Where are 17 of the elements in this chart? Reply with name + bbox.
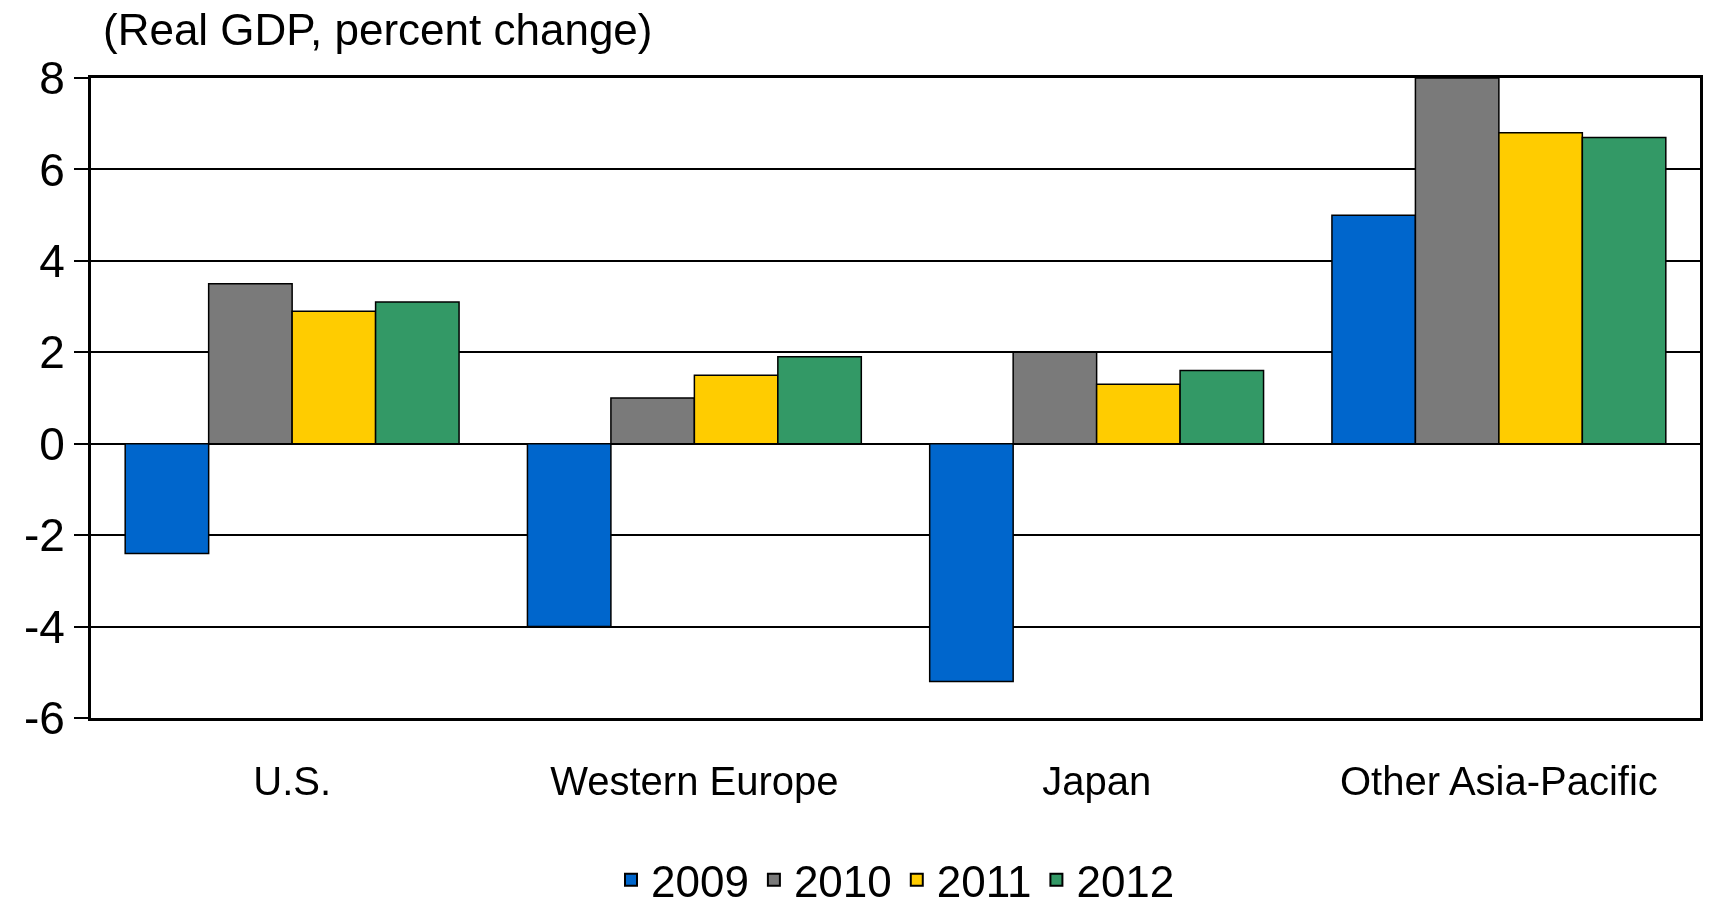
legend-label: 2009 — [651, 856, 749, 906]
legend-label: 2012 — [1076, 856, 1175, 906]
y-tick-label: -6 — [23, 692, 65, 745]
y-tick-label: 0 — [39, 417, 65, 470]
legend-label: 2011 — [936, 856, 1032, 906]
chart-title: (Real GDP, percent change) — [103, 5, 653, 55]
x-tick-label: U.S. — [253, 759, 332, 803]
y-tick-label: 2 — [39, 326, 65, 379]
y-tick-label: -4 — [23, 600, 65, 653]
y-tick-label: -2 — [23, 509, 65, 562]
x-tick-label: Western Europe — [550, 759, 839, 803]
x-tick-label: Japan — [1042, 759, 1152, 803]
x-tick-label: Other Asia-Pacific — [1339, 759, 1658, 803]
legend-label: 2010 — [793, 856, 892, 906]
y-tick-label: 8 — [39, 52, 65, 105]
y-tick-label: 4 — [39, 234, 65, 287]
y-tick-label: 6 — [39, 143, 65, 196]
